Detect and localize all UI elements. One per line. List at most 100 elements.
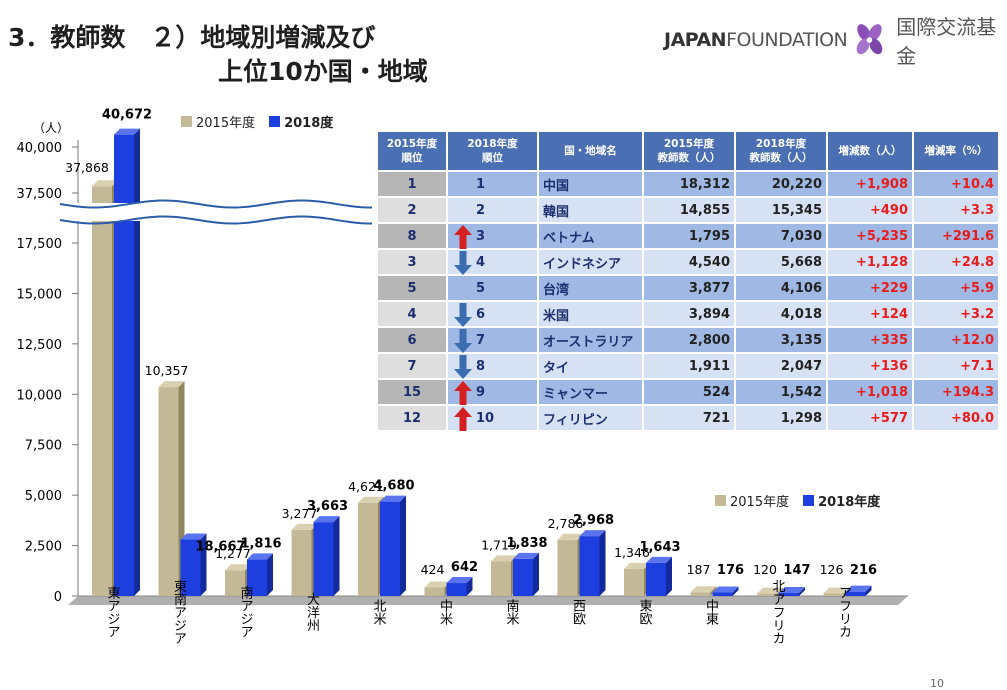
increase-cell: +229: [828, 276, 912, 300]
country-name-cell: フィリピン: [539, 406, 642, 430]
th-name: 国・地域名: [539, 132, 642, 170]
bar-2015: [624, 568, 644, 596]
rank-2015-cell: 8: [378, 224, 446, 248]
table-row: 15 9 ミャンマー 524 1,542 +1,018 +194.3: [378, 380, 998, 405]
rank-2018-cell: 8: [448, 354, 537, 379]
country-name-cell: オーストラリア: [539, 328, 642, 352]
country-name-cell: インドネシア: [539, 250, 642, 274]
rate-cell: +12.0: [914, 328, 998, 352]
rate-cell: +5.9: [914, 276, 998, 300]
bar-2018-top: [646, 556, 672, 563]
legend-top-2015: 2015年度: [181, 112, 255, 131]
bar-label-2018: 3,663: [307, 499, 348, 514]
teachers-2015-cell: 18,312: [644, 172, 734, 196]
country-name-cell: 中国: [539, 172, 642, 196]
bar-2018-top: [446, 577, 473, 584]
bar-2015: [690, 592, 711, 596]
category-label: アフリカ: [836, 586, 851, 638]
teachers-2015-cell: 1,911: [644, 354, 734, 378]
bar-2015-top: [358, 496, 384, 503]
table-row: 7 8 タイ 1,911 2,047 +136 +7.1: [378, 354, 998, 379]
y-tick-label: 40,000: [17, 141, 63, 156]
bar-2018-top: [779, 587, 805, 594]
bar-2018: [646, 562, 666, 596]
category-label: 中東: [703, 599, 719, 625]
bar-2018: [845, 591, 866, 596]
table-header-row: 2015年度 順位 2018年度 順位 国・地域名 2015年度 教師数（人） 2018年度教…: [378, 132, 998, 170]
bar-label-2015: 120: [753, 562, 777, 577]
axis-break-line-lower: [59, 215, 373, 225]
bar-2015: [557, 539, 578, 596]
bar-2015-top: [624, 562, 650, 569]
legend-bottom-2018: 2018年度: [803, 491, 880, 510]
teachers-2018-cell: 15,345: [736, 198, 826, 222]
bar-2018-top: [579, 530, 606, 537]
rate-cell: +3.2: [914, 302, 998, 326]
y-tick-label: 0: [54, 590, 62, 605]
teachers-2018-cell: 2,047: [736, 354, 826, 378]
rank-2018-cell: 10: [448, 406, 537, 431]
rank-2018-cell: 2: [448, 198, 537, 222]
rate-cell: +24.8: [914, 250, 998, 274]
bar-label-2018: 40,672: [102, 108, 152, 123]
category-label: 北米: [371, 599, 387, 625]
rank-2015-cell: 4: [378, 302, 446, 326]
bar-2015: [291, 529, 312, 596]
th-teachers-2018: 2018年度 教師数（人）: [736, 132, 826, 170]
y-tick-label: 15,000: [17, 287, 63, 302]
bar-2015-top: [557, 533, 584, 540]
bar-2018: [247, 559, 267, 596]
legend-bottom: 2015年度 2018年度: [715, 491, 894, 510]
rate-cell: +10.4: [914, 172, 998, 196]
category-label: 東アジア: [105, 585, 121, 638]
bar-label-2015: 187: [687, 562, 711, 577]
increase-cell: +490: [828, 198, 912, 222]
flower-logo-icon: [856, 24, 883, 55]
bar-2018-side: [865, 585, 872, 596]
teachers-2015-cell: 1,795: [644, 224, 734, 248]
bar-2018: [180, 539, 201, 596]
increase-cell: +577: [828, 406, 912, 430]
bar-2018: [779, 593, 799, 596]
bar-2018-side: [400, 495, 406, 596]
teachers-2015-cell: 721: [644, 406, 734, 430]
table-row: 4 6 米国 3,894 4,018 +124 +3.2: [378, 302, 998, 327]
bar-2015: [424, 587, 445, 596]
teachers-2018-cell: 20,220: [736, 172, 826, 196]
increase-cell: +1,018: [828, 380, 912, 404]
bar-2015-top: [823, 587, 850, 594]
category-label: 南米: [504, 598, 520, 625]
bar-2018: [446, 583, 467, 596]
rank-down-arrow-icon: [454, 355, 472, 379]
bar-2018: [380, 501, 400, 596]
y-axis-unit-label: （人）: [33, 121, 69, 135]
bar-label-2018: 4,680: [373, 479, 414, 494]
teachers-2018-cell: 5,668: [736, 250, 826, 274]
bar-2018-side: [799, 587, 805, 596]
category-label: 中米: [437, 599, 453, 625]
increase-cell: +335: [828, 328, 912, 352]
bar-2018-top: [380, 495, 406, 502]
bar-2015-top: [491, 555, 517, 562]
y-tick-label: 2,500: [25, 540, 62, 555]
increase-cell: +136: [828, 354, 912, 378]
top10-ranking-table: 2015年度 順位 2018年度 順位 国・地域名 2015年度 教師数（人） 2018年度教…: [376, 130, 1000, 432]
country-name-cell: 米国: [539, 302, 642, 326]
bar-2015-top: [757, 587, 783, 594]
rank-2018-cell: 6: [448, 302, 537, 327]
rate-cell: +3.3: [914, 198, 998, 222]
bar-2018-side: [134, 128, 140, 596]
rank-2018-cell: 4: [448, 250, 537, 275]
bar-2015: [823, 593, 844, 596]
bar-label-2015: 3,277: [282, 506, 318, 521]
bar-2015-side: [777, 587, 783, 596]
table-row: 5 5 台湾 3,877 4,106 +229 +5.9: [378, 276, 998, 300]
th-rank-2015: 2015年度 順位: [378, 132, 446, 170]
bar-label-2018: 147: [783, 563, 810, 578]
rank-2015-cell: 3: [378, 250, 446, 274]
page-title-line2: 上位10か国・地域: [218, 57, 428, 86]
bar-2018-top: [513, 552, 539, 559]
bar-label-2015: 4,621: [348, 479, 384, 494]
rank-2015-cell: 1: [378, 172, 446, 196]
rank-down-arrow-icon: [454, 303, 472, 327]
